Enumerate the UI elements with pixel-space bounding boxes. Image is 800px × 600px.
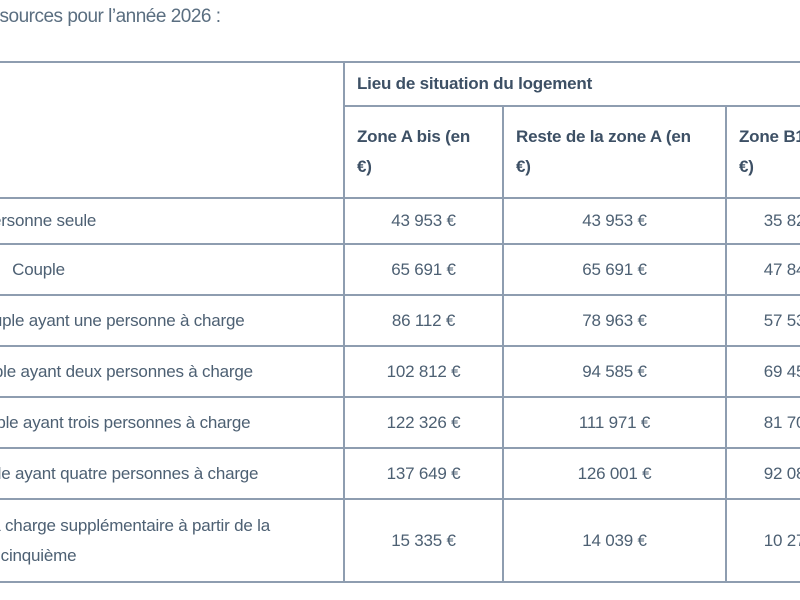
value-cell: 102 812 € [343,345,504,398]
value-cell: 47 842 € [725,243,800,296]
table-row-majoration-supplementaire: Majoration par personne à charge supplém… [0,498,800,583]
column-header-zone-a-bis: Zone A bis (en €) [343,105,504,199]
row-label: Couple [0,243,345,296]
row-label: Personne seule ou couple ayant quatre pe… [0,447,345,500]
value-cell: 81 705 € [725,396,800,449]
value-cell: 65 691 € [343,243,504,296]
row-label: Majoration par personne à charge supplém… [0,498,345,583]
value-cell: 94 585 € [502,345,727,398]
table-row-une-personne-a-charge: Personne seule ou couple ayant une perso… [0,294,800,347]
value-cell: 122 326 € [343,396,504,449]
row-label: Personne seule ou couple ayant deux pers… [0,345,345,398]
value-cell: 137 649 € [343,447,504,500]
group-header-location: Lieu de situation du logement [343,61,800,107]
value-cell: 43 953 € [343,197,504,245]
table-row-deux-personnes-a-charge: Personne seule ou couple ayant deux pers… [0,345,800,398]
value-cell: 35 825 € [725,197,800,245]
value-cell: 65 691 € [502,243,727,296]
value-cell: 111 971 € [502,396,727,449]
row-label: Personne seule [0,197,345,245]
value-cell: 57 531 € [725,294,800,347]
income-ceiling-table: Composition du foyer locataire Lieu de s… [0,61,800,583]
row-label: Personne seule ou couple ayant une perso… [0,294,345,347]
value-cell: 78 963 € [502,294,727,347]
value-cell: 43 953 € [502,197,727,245]
page-title: Plafonds de ressources pour l’année 2026… [0,6,221,27]
corner-header-household-composition: Composition du foyer locataire [0,61,345,199]
value-cell: 86 112 € [343,294,504,347]
table-row-quatre-personnes-a-charge: Personne seule ou couple ayant quatre pe… [0,447,800,500]
table-row-trois-personnes-a-charge: Personne seule ou couple ayant trois per… [0,396,800,449]
table-row-personne-seule: Personne seule 43 953 € 43 953 € 35 825 … [0,197,800,245]
column-header-zone-b1: Zone B1 (en €) [725,105,800,199]
value-cell: 126 001 € [502,447,727,500]
zone-header-row: Zone A bis (en €) Reste de la zone A (en… [0,105,800,199]
column-header-reste-zone-a: Reste de la zone A (en €) [502,105,727,199]
table-row-couple: Couple 65 691 € 65 691 € 47 842 € [0,243,800,296]
group-header-row: Composition du foyer locataire Lieu de s… [0,61,800,199]
value-cell: 92 080 € [725,447,800,500]
value-cell: 10 273 € [725,498,800,583]
value-cell: 69 455 € [725,345,800,398]
value-cell: 15 335 € [343,498,504,583]
row-label: Personne seule ou couple ayant trois per… [0,396,345,449]
value-cell: 14 039 € [502,498,727,583]
